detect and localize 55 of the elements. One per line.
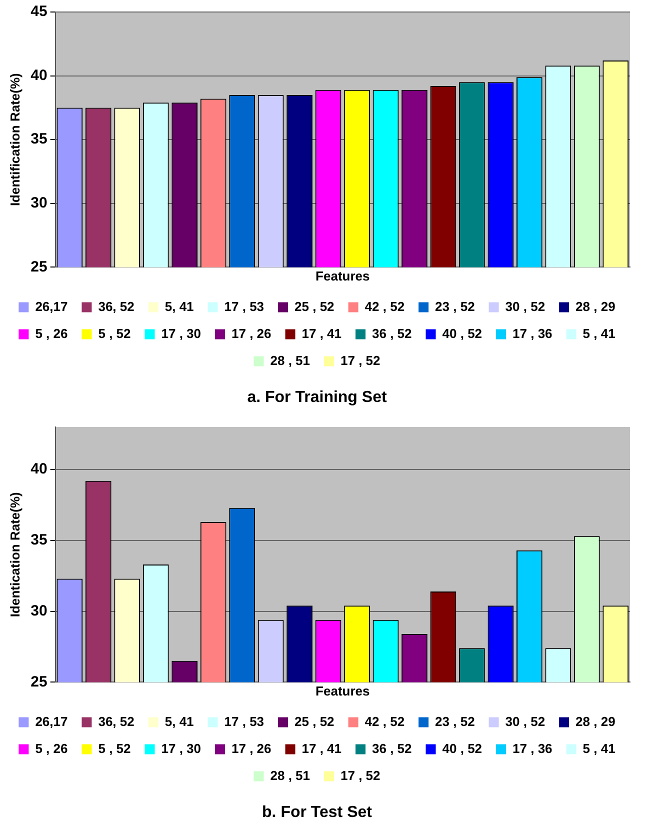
legend-label: 17 , 41 bbox=[302, 326, 342, 341]
text: a. For Training Set bbox=[247, 388, 388, 406]
legend-label: 17 , 30 bbox=[161, 326, 202, 341]
legend-label: 17 , 41 bbox=[302, 740, 342, 756]
legend-label: 17 , 53 bbox=[224, 298, 264, 314]
legend-label: 5 , 52 bbox=[98, 326, 131, 341]
y-axis-title: Identication Rate(%) bbox=[7, 492, 22, 618]
legend-label: 40 , 52 bbox=[442, 326, 482, 341]
text: b. For Test Set bbox=[262, 804, 373, 821]
y-tick-label: 30 bbox=[30, 194, 48, 212]
legend-label: 25 , 52 bbox=[294, 298, 334, 314]
legend-label: 17 , 30 bbox=[161, 740, 202, 756]
legend-label: 42 , 52 bbox=[364, 714, 405, 729]
legend-label: 25 , 52 bbox=[294, 714, 334, 729]
legend-label: 28 , 51 bbox=[270, 768, 310, 783]
y-tick-label: 35 bbox=[30, 532, 48, 549]
x-axis-title: Features bbox=[316, 268, 370, 284]
legend-label: 23 , 52 bbox=[435, 298, 475, 314]
legend-label: 40 , 52 bbox=[442, 740, 482, 756]
legend-label: 36 , 52 bbox=[372, 740, 412, 756]
legend-label: 5 , 26 bbox=[35, 326, 68, 341]
legend-label: 28 , 29 bbox=[576, 298, 616, 314]
legend-label: 28 , 51 bbox=[270, 352, 310, 368]
legend-label: 5, 41 bbox=[164, 298, 194, 314]
legend-label: 42 , 52 bbox=[364, 298, 405, 314]
legend-label: 5 , 52 bbox=[98, 740, 131, 756]
legend-label: 5 , 41 bbox=[582, 326, 616, 341]
legend-label: 30 , 52 bbox=[505, 298, 546, 314]
legend-label: 5, 41 bbox=[164, 714, 194, 729]
legend-label: 26,17 bbox=[35, 298, 68, 314]
legend-label: 5 , 41 bbox=[582, 740, 616, 756]
legend-label: 17 , 53 bbox=[224, 714, 264, 729]
legend-label: 17 , 36 bbox=[512, 740, 552, 756]
legend-label: 17 , 36 bbox=[512, 326, 552, 341]
legend-label: 36 , 52 bbox=[372, 326, 412, 341]
legend-label: 26,17 bbox=[35, 714, 68, 729]
legend-label: 5 , 26 bbox=[35, 740, 68, 756]
legend-label: 36, 52 bbox=[98, 298, 134, 314]
legend-label: 17 , 52 bbox=[340, 768, 380, 783]
legend-label: 23 , 52 bbox=[435, 714, 475, 729]
y-tick-label: 25 bbox=[30, 258, 48, 276]
y-tick-label: 40 bbox=[30, 66, 48, 84]
y-tick-label: 30 bbox=[30, 602, 48, 620]
legend-label: 28 , 29 bbox=[576, 714, 616, 729]
y-tick-label: 40 bbox=[30, 460, 48, 478]
legend-label: 17 , 26 bbox=[232, 326, 272, 341]
legend-label: 30 , 52 bbox=[505, 714, 546, 729]
legend-label: 36, 52 bbox=[98, 714, 134, 729]
x-axis-title: Features bbox=[316, 684, 370, 699]
y-tick-label: 25 bbox=[30, 673, 48, 690]
y-axis-title: Identification Rate(%) bbox=[7, 73, 22, 206]
legend-label: 17 , 52 bbox=[340, 352, 380, 368]
y-tick-label: 35 bbox=[30, 130, 48, 148]
y-tick-label: 45 bbox=[30, 3, 48, 20]
legend-label: 17 , 26 bbox=[232, 740, 272, 756]
